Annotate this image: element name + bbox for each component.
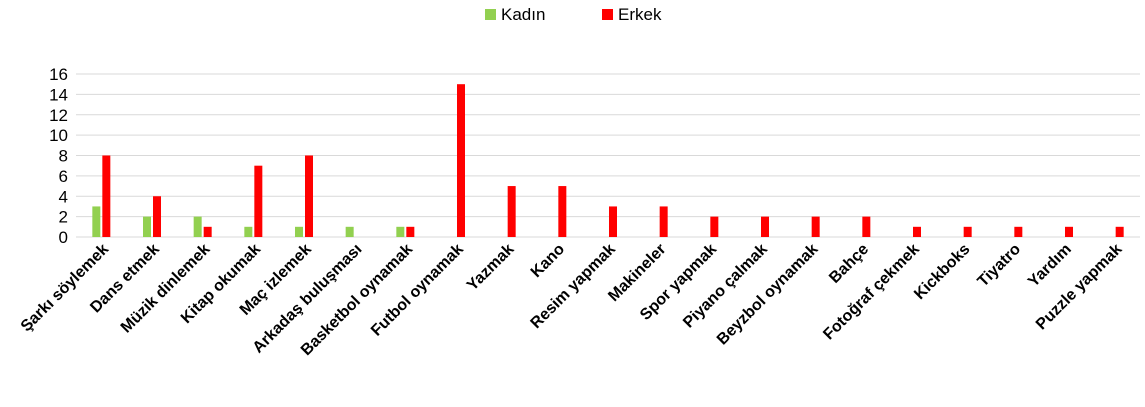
bar-erkek <box>457 84 465 237</box>
legend-swatch <box>602 9 613 20</box>
x-tick-label: Kickboks <box>911 241 973 303</box>
legend-swatch <box>485 9 496 20</box>
bar-erkek <box>1115 226 1124 237</box>
bar-erkek <box>913 226 921 237</box>
y-tick-label: 10 <box>49 126 68 145</box>
bar-kadin <box>143 216 151 237</box>
x-tick-label: Kano <box>528 241 568 281</box>
bar-erkek <box>609 206 617 237</box>
bar-kadin <box>193 216 202 237</box>
bar-erkek <box>1065 226 1073 237</box>
x-tick-label: Bahçe <box>826 241 872 287</box>
bar-erkek <box>406 226 415 237</box>
bar-erkek <box>507 186 516 237</box>
y-tick-label: 0 <box>59 228 68 247</box>
x-tick-label: Futbol oynamak <box>368 241 467 340</box>
bar-erkek <box>862 216 871 237</box>
bar-erkek <box>254 165 263 237</box>
x-tick-label: Fotoğraf çekmek <box>820 241 923 344</box>
x-tick-label: Puzzle yapmak <box>1033 241 1126 334</box>
bar-erkek <box>203 226 212 237</box>
y-tick-label: 4 <box>59 187 68 206</box>
legend-label: Erkek <box>618 5 662 24</box>
bar-kadin <box>295 226 303 237</box>
bar-erkek <box>153 196 161 237</box>
x-tick-label: Tiyatro <box>975 241 1025 291</box>
bar-kadin <box>92 206 101 237</box>
x-tick-label: Yardım <box>1025 241 1075 291</box>
bars <box>92 84 1124 237</box>
legend: Kadın Erkek <box>485 5 662 24</box>
bar-erkek <box>1014 226 1023 237</box>
y-tick-label: 2 <box>59 208 68 227</box>
bar-erkek <box>710 216 719 237</box>
x-tick-label: Müzik dinlemek <box>118 241 214 337</box>
x-tick-label: Yazmak <box>464 241 518 295</box>
bar-erkek <box>811 216 820 237</box>
y-tick-label: 14 <box>49 85 68 104</box>
bar-erkek <box>659 206 668 237</box>
bar-erkek <box>761 216 769 237</box>
gridlines <box>76 73 1140 238</box>
y-tick-label: 16 <box>49 65 68 84</box>
x-tick-label: Şarkı söylemek <box>18 241 112 335</box>
bar-erkek <box>102 155 111 237</box>
y-tick-label: 6 <box>59 167 68 186</box>
bar-kadin <box>345 226 354 237</box>
y-tick-label: 12 <box>49 106 68 125</box>
bar-kadin <box>396 226 405 237</box>
bar-erkek <box>963 226 972 237</box>
bar-erkek <box>558 186 567 237</box>
bar-kadin <box>244 226 253 237</box>
bar-erkek <box>305 155 313 237</box>
x-tick-label: Beyzbol oynamak <box>714 241 822 349</box>
legend-label: Kadın <box>501 5 545 24</box>
y-tick-label: 8 <box>59 147 68 166</box>
